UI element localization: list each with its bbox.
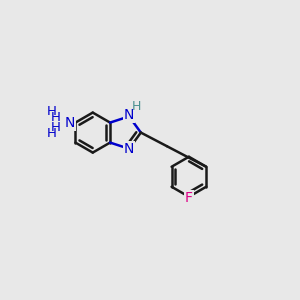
Text: H: H [132, 100, 141, 113]
Text: 2: 2 [59, 124, 65, 134]
Text: H: H [46, 105, 56, 118]
Bar [32, 103, 69, 142]
Text: N: N [65, 116, 75, 130]
Text: N: N [124, 108, 134, 122]
Text: NH: NH [49, 116, 69, 129]
Text: NH: NH [39, 115, 59, 128]
Text: H: H [46, 127, 56, 140]
Text: F: F [185, 191, 193, 205]
Bar [33, 105, 69, 141]
Text: H: H [51, 122, 61, 134]
Text: N: N [124, 142, 134, 156]
Text: H: H [51, 111, 61, 124]
